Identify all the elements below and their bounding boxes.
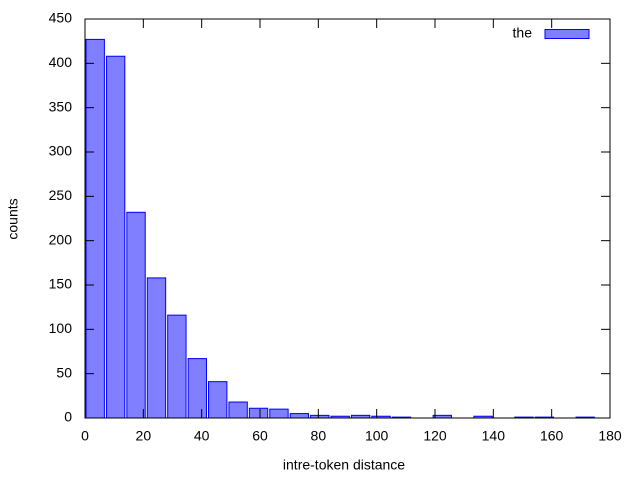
x-tick-label: 80 <box>311 428 327 444</box>
x-tick-label: 120 <box>423 428 447 444</box>
x-tick-label: 40 <box>194 428 210 444</box>
y-tick-label: 50 <box>56 364 72 380</box>
y-tick-label: 450 <box>49 10 73 26</box>
x-tick-label: 20 <box>136 428 152 444</box>
x-tick-label: 100 <box>365 428 389 444</box>
bar <box>228 401 248 419</box>
bar <box>289 413 310 419</box>
y-tick-label: 0 <box>64 409 72 425</box>
x-axis-label: intre-token distance <box>283 457 405 473</box>
bar <box>187 358 207 419</box>
bar <box>85 38 105 419</box>
bar <box>105 55 126 419</box>
y-tick-label: 350 <box>49 98 73 114</box>
plot-border <box>84 18 611 419</box>
y-axis-label: counts <box>5 198 21 239</box>
x-tick-label: 0 <box>81 428 89 444</box>
y-tick-label: 300 <box>49 143 73 159</box>
bar <box>208 381 228 419</box>
bar <box>269 408 289 419</box>
bar <box>248 407 269 419</box>
x-tick-label: 160 <box>540 428 564 444</box>
x-tick-label: 180 <box>598 428 622 444</box>
bar <box>126 211 146 419</box>
y-tick-label: 100 <box>49 320 73 336</box>
x-tick-label: 140 <box>482 428 506 444</box>
x-tick-label: 60 <box>252 428 268 444</box>
bar <box>146 277 167 419</box>
y-tick-label: 200 <box>49 231 73 247</box>
legend-label: the <box>513 25 533 41</box>
bar <box>167 314 187 419</box>
y-tick-label: 150 <box>49 276 73 292</box>
y-tick-label: 400 <box>49 54 73 70</box>
legend-swatch <box>544 29 590 39</box>
y-tick-label: 250 <box>49 187 73 203</box>
